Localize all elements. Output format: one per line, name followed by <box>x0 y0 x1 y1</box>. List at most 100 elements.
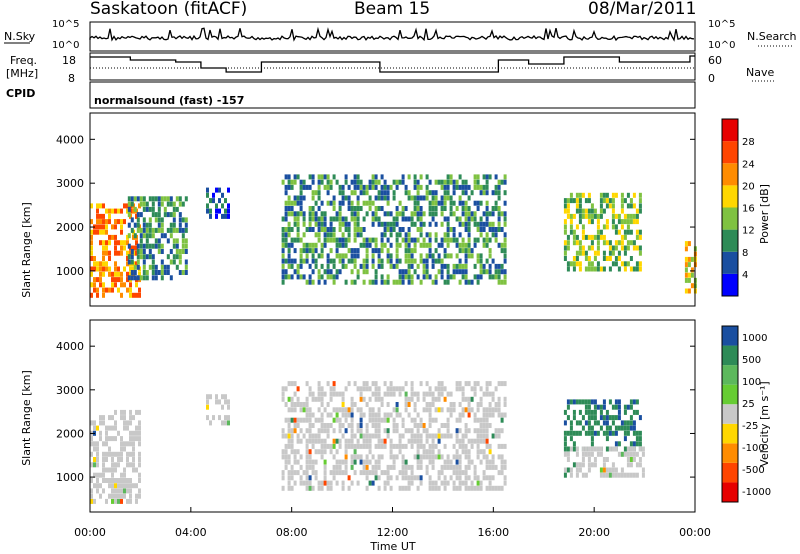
echo-cell <box>425 263 429 269</box>
echo-cell <box>632 240 636 246</box>
echo-cell <box>371 407 375 413</box>
echo-cell <box>169 222 173 228</box>
echo-cell <box>614 425 618 431</box>
echo-cell <box>626 446 630 452</box>
echo-cell <box>410 279 414 285</box>
echo-cell <box>425 258 429 264</box>
echo-cell <box>178 254 182 260</box>
echo-cell <box>90 245 93 251</box>
echo-cell <box>138 271 141 277</box>
echo-cell <box>395 258 399 264</box>
echo-cell <box>467 459 471 465</box>
echo-cell <box>383 211 387 217</box>
echo-cell <box>608 203 612 209</box>
echo-cell <box>133 264 137 270</box>
freq-label-line1: Freq. <box>10 54 37 67</box>
echo-cell <box>374 184 378 190</box>
echo-cell <box>120 436 123 442</box>
echo-cell <box>500 485 504 491</box>
echo-cell <box>467 449 471 455</box>
echo-cell <box>458 279 462 285</box>
echo-cell <box>323 232 327 238</box>
echo-cell <box>169 212 173 218</box>
echo-cell <box>623 245 627 251</box>
echo-cell <box>90 234 93 240</box>
echo-cell <box>302 216 306 222</box>
echo-cell <box>377 407 381 413</box>
echo-cell <box>572 256 576 261</box>
echo-cell <box>497 242 501 248</box>
echo-cell <box>383 381 387 387</box>
echo-cell <box>578 245 582 251</box>
power-echo-cells <box>90 174 697 298</box>
echo-cell <box>344 263 348 269</box>
echo-cell <box>302 258 306 264</box>
echo-cell <box>326 258 330 264</box>
echo-cell <box>290 206 294 211</box>
echo-cell <box>467 279 471 285</box>
echo-cell <box>419 433 423 439</box>
echo-cell <box>145 270 149 275</box>
echo-cell <box>305 428 309 434</box>
echo-cell <box>323 269 327 275</box>
echo-cell <box>126 234 129 240</box>
echo-cell <box>305 449 309 455</box>
echo-cell <box>374 216 378 222</box>
echo-cell <box>482 470 486 476</box>
echo-cell <box>425 242 429 248</box>
echo-cell <box>623 436 627 442</box>
echo-cell <box>623 404 627 410</box>
echo-cell <box>350 258 354 264</box>
echo-cell <box>479 221 483 227</box>
echo-cell <box>587 430 591 436</box>
echo-cell <box>102 287 105 293</box>
echo-cell <box>383 480 387 486</box>
echo-cell <box>111 208 114 214</box>
echo-cell <box>482 190 486 196</box>
echo-cell <box>389 412 393 418</box>
echo-cell <box>608 472 612 478</box>
echo-cell <box>287 438 291 444</box>
echo-cell <box>467 237 471 243</box>
echo-cell <box>455 184 459 190</box>
echo-cell <box>296 438 300 444</box>
echo-cell <box>329 412 333 418</box>
echo-cell <box>293 221 297 227</box>
echo-cell <box>371 480 375 486</box>
echo-cell <box>341 459 345 465</box>
echo-cell <box>311 279 315 285</box>
echo-cell <box>356 211 360 217</box>
echo-cell <box>449 459 453 465</box>
echo-cell <box>323 391 327 397</box>
echo-cell <box>374 206 378 211</box>
echo-cell <box>305 475 309 481</box>
echo-cell <box>129 282 132 288</box>
echo-cell <box>452 232 456 238</box>
echo-cell <box>638 261 642 267</box>
echo-cell <box>138 441 141 447</box>
echo-cell <box>178 270 182 275</box>
echo-cell <box>494 200 498 206</box>
echo-cell <box>458 269 462 275</box>
echo-cell <box>587 192 591 198</box>
echo-cell <box>569 261 573 267</box>
echo-cell <box>123 245 126 251</box>
echo-cell <box>608 245 612 251</box>
echo-cell <box>446 391 450 397</box>
echo-cell <box>473 386 477 392</box>
echo-cell <box>461 190 465 196</box>
echo-cell <box>413 206 417 211</box>
echo-cell <box>482 184 486 190</box>
echo-cell <box>212 192 215 198</box>
echo-cell <box>593 399 597 405</box>
echo-cell <box>335 269 339 275</box>
echo-cell <box>572 441 576 447</box>
echo-cell <box>341 263 345 269</box>
echo-cell <box>587 399 591 405</box>
echo-cell <box>497 381 501 387</box>
echo-cell <box>404 428 408 434</box>
echo-cell <box>632 192 636 198</box>
echo-cell <box>431 211 435 217</box>
echo-cell <box>401 211 405 217</box>
